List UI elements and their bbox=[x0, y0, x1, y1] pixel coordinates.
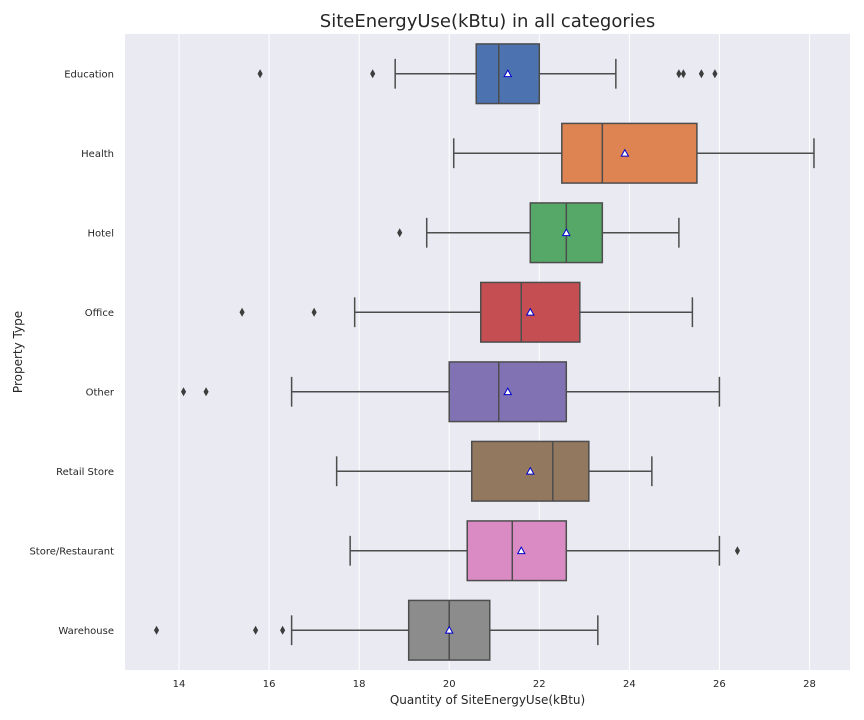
outlier-point bbox=[676, 69, 682, 79]
outlier-point bbox=[712, 69, 718, 79]
x-tick-label: 16 bbox=[263, 679, 276, 690]
outlier-point bbox=[180, 387, 187, 397]
x-tick-label: 28 bbox=[803, 679, 816, 690]
x-tick-label: 24 bbox=[623, 679, 636, 690]
x-tick-label: 18 bbox=[353, 679, 366, 690]
y-axis-ticks: Education Health Hotel Office Other Retail St… bbox=[29, 69, 114, 637]
box-group bbox=[452, 122, 815, 184]
x-tick-label: 14 bbox=[173, 679, 186, 690]
outlier-point bbox=[153, 625, 160, 635]
box-group bbox=[349, 520, 740, 582]
y-tick-label: Office bbox=[85, 308, 114, 319]
outlier-point bbox=[734, 546, 740, 556]
box-series bbox=[153, 43, 815, 661]
outlier-point bbox=[370, 69, 376, 79]
box-group bbox=[335, 440, 653, 502]
outlier-point bbox=[311, 307, 317, 317]
y-tick-label: Hotel bbox=[88, 228, 115, 239]
mean-marker bbox=[525, 307, 535, 316]
box-group bbox=[180, 361, 721, 423]
y-tick-label: Store/Restaurant bbox=[29, 546, 114, 557]
outlier-point bbox=[257, 69, 263, 79]
mean-marker bbox=[503, 69, 513, 78]
mean-marker bbox=[516, 546, 526, 555]
mean-marker bbox=[525, 466, 535, 475]
mean-marker bbox=[620, 148, 630, 157]
y-tick-label: Education bbox=[64, 69, 114, 80]
outlier-point bbox=[239, 307, 245, 317]
y-tick-label: Warehouse bbox=[58, 626, 114, 637]
box bbox=[561, 122, 698, 184]
outlier-point bbox=[698, 69, 704, 79]
x-axis-label: Quantity of SiteEnergyUse(kBtu) bbox=[390, 693, 585, 707]
outlier-point bbox=[203, 387, 209, 397]
box-group bbox=[397, 202, 680, 264]
box bbox=[466, 520, 568, 582]
mean-marker bbox=[561, 228, 571, 237]
y-tick-label: Retail Store bbox=[56, 467, 114, 478]
y-axis-label: Property Type bbox=[11, 311, 25, 393]
mean-marker bbox=[503, 387, 513, 396]
x-tick-label: 20 bbox=[443, 679, 456, 690]
mean-marker bbox=[444, 625, 454, 634]
outlier-point bbox=[280, 625, 286, 635]
x-tick-label: 22 bbox=[533, 679, 546, 690]
outlier-point bbox=[680, 69, 686, 79]
y-tick-label: Health bbox=[81, 149, 114, 160]
x-tick-label: 26 bbox=[713, 679, 726, 690]
outlier-point bbox=[397, 228, 403, 238]
box-group bbox=[153, 599, 599, 661]
box-group bbox=[239, 281, 694, 343]
y-tick-label: Other bbox=[86, 387, 115, 398]
outlier-point bbox=[253, 625, 259, 635]
x-axis-ticks: 14 16 18 20 22 24 26 28 bbox=[173, 679, 816, 690]
box-group bbox=[257, 43, 718, 105]
chart-title: SiteEnergyUse(kBtu) in all categories bbox=[320, 11, 655, 32]
